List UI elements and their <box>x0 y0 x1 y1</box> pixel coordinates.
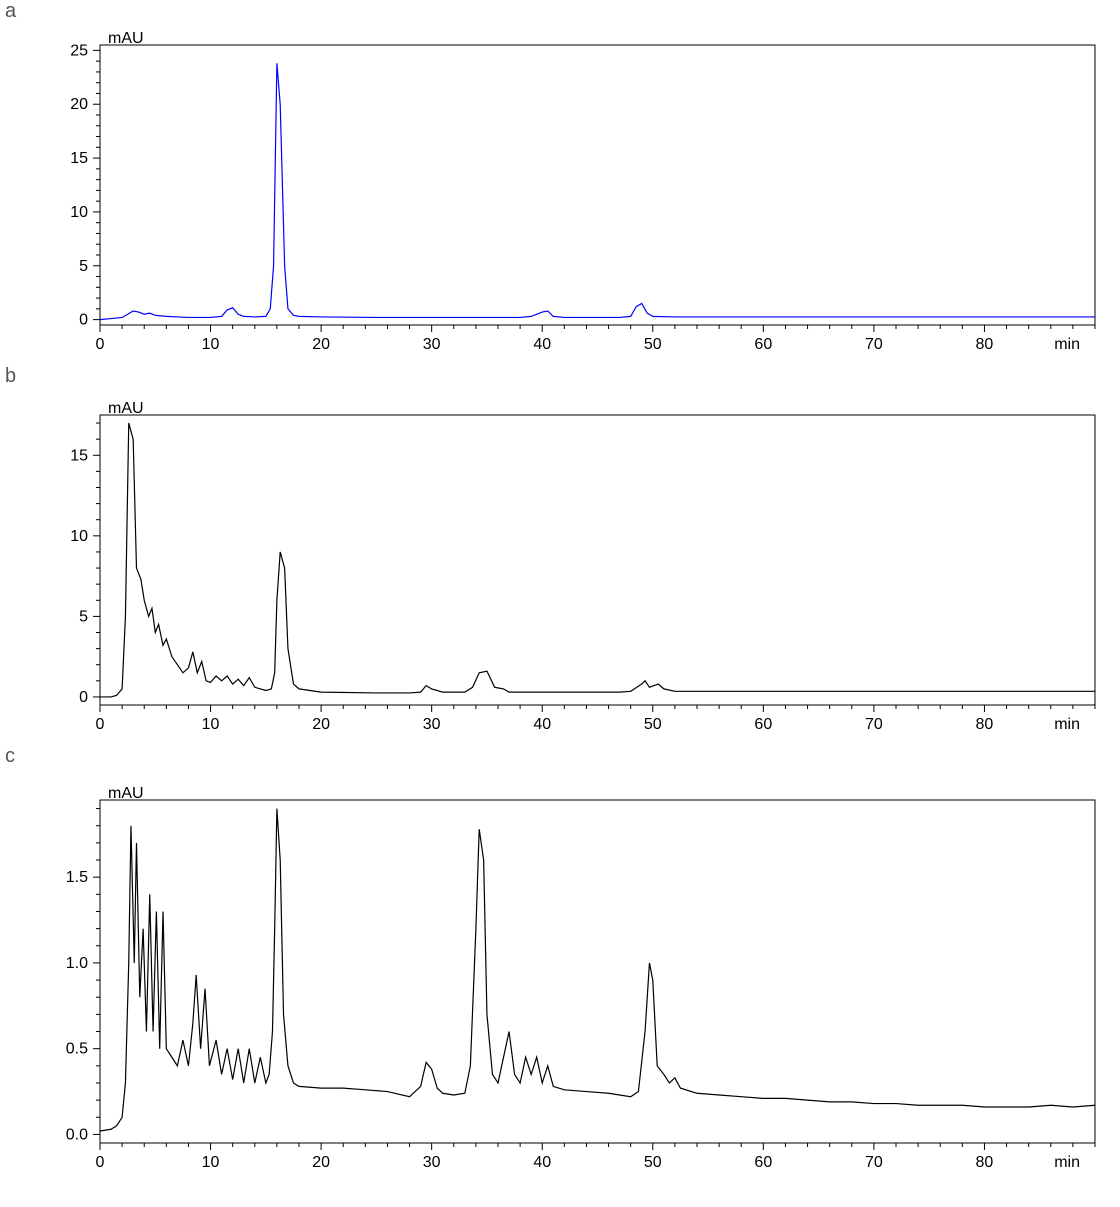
x-axis-unit: min <box>1054 716 1080 733</box>
y-tick-label: 0.5 <box>66 1041 88 1058</box>
x-tick-label: 0 <box>96 336 105 353</box>
x-tick-label: 70 <box>865 1154 883 1171</box>
x-tick-label: 30 <box>423 716 441 733</box>
x-tick-label: 50 <box>644 716 662 733</box>
x-tick-label: 40 <box>533 716 551 733</box>
x-tick-label: 50 <box>644 1154 662 1171</box>
y-tick-label: 5 <box>79 258 88 275</box>
x-tick-label: 40 <box>533 336 551 353</box>
y-tick-label: 0.0 <box>66 1126 88 1143</box>
x-tick-label: 80 <box>976 1154 994 1171</box>
x-tick-label: 30 <box>423 1154 441 1171</box>
y-axis-unit: mAU <box>108 30 144 47</box>
x-tick-label: 10 <box>202 336 220 353</box>
y-tick-label: 25 <box>70 42 88 59</box>
plot-frame <box>100 415 1095 705</box>
x-tick-label: 60 <box>754 336 772 353</box>
chromatogram-c: 0 10 20 30 40 50 60 70 80 min 0.0 0.5 1.0 1.5 mAU <box>0 785 1120 1185</box>
y-tick-label: 15 <box>70 150 88 167</box>
trace <box>100 63 1095 319</box>
x-tick-label: 50 <box>644 336 662 353</box>
y-tick-label: 10 <box>70 528 88 545</box>
panel-letter-a: a <box>5 0 16 23</box>
chromatogram-b: 0 10 20 30 40 50 60 70 80 min 0 5 10 15 mAU <box>0 400 1120 745</box>
trace <box>100 423 1095 697</box>
x-tick-label: 70 <box>865 716 883 733</box>
y-tick-label: 5 <box>79 608 88 625</box>
y-tick-label: 20 <box>70 96 88 113</box>
y-axis-unit: mAU <box>108 400 144 417</box>
chromatogram-a: 0 10 20 30 40 50 60 70 80 min 0 5 10 15 20 25 mAU <box>0 30 1120 365</box>
x-tick-label: 20 <box>312 336 330 353</box>
plot-frame <box>100 45 1095 325</box>
y-tick-label: 0 <box>79 689 88 706</box>
y-tick-label: 15 <box>70 447 88 464</box>
y-tick-label: 1.0 <box>66 955 88 972</box>
y-tick-label: 1.5 <box>66 869 88 886</box>
trace <box>100 809 1095 1131</box>
x-tick-label: 20 <box>312 716 330 733</box>
plot-frame <box>100 800 1095 1143</box>
x-tick-label: 80 <box>976 336 994 353</box>
x-tick-label: 10 <box>202 1154 220 1171</box>
panel-letter-b: b <box>5 365 16 388</box>
panel-letter-c: c <box>5 745 15 768</box>
x-tick-label: 20 <box>312 1154 330 1171</box>
x-tick-label: 30 <box>423 336 441 353</box>
x-axis-unit: min <box>1054 336 1080 353</box>
x-tick-label: 0 <box>96 1154 105 1171</box>
x-tick-label: 60 <box>754 1154 772 1171</box>
chromatogram-figure: a01020304050607080min0510152025mAUb01020… <box>0 0 1120 1205</box>
x-tick-label: 10 <box>202 716 220 733</box>
y-tick-label: 0 <box>79 312 88 329</box>
x-tick-label: 0 <box>96 716 105 733</box>
x-tick-label: 80 <box>976 716 994 733</box>
y-axis-unit: mAU <box>108 785 144 802</box>
x-tick-label: 70 <box>865 336 883 353</box>
x-tick-label: 40 <box>533 1154 551 1171</box>
x-axis-unit: min <box>1054 1154 1080 1171</box>
x-tick-label: 60 <box>754 716 772 733</box>
y-tick-label: 10 <box>70 204 88 221</box>
